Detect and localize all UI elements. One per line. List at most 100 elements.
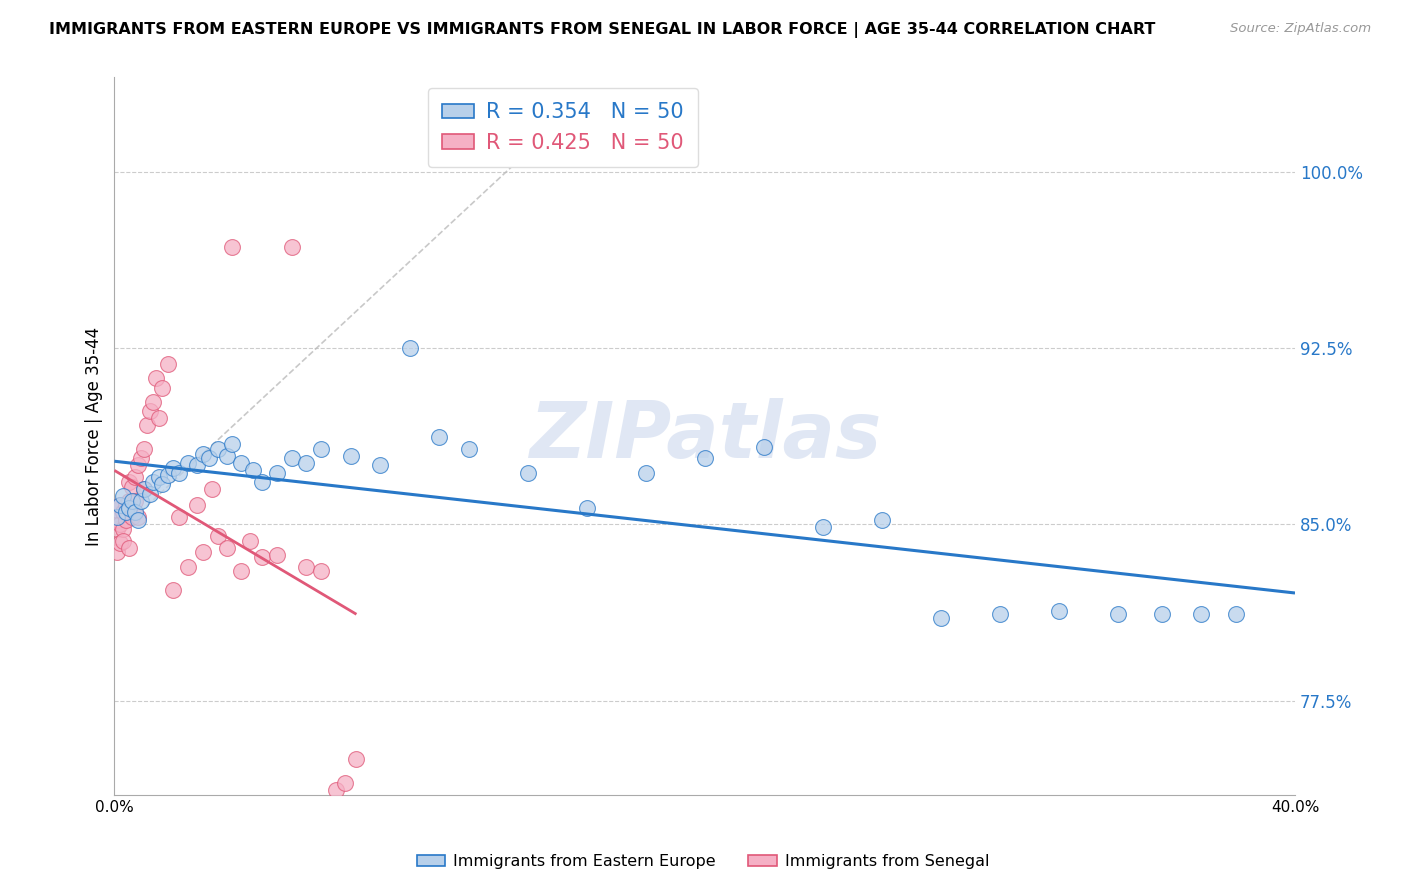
Point (145, 371, 167, 385)
Point (231, 456, 253, 470)
Point (129, 451, 152, 466)
Point (215, 449, 238, 463)
Point (115, 512, 138, 526)
Point (177, 559, 200, 574)
Point (295, 559, 318, 574)
Point (929, 611, 952, 625)
Point (105, 545, 128, 559)
Point (215, 541, 238, 555)
Point (870, 512, 893, 526)
Point (118, 493, 141, 508)
Point (105, 510, 128, 524)
Point (242, 463, 264, 477)
Point (124, 493, 146, 508)
Point (124, 506, 146, 520)
Point (156, 467, 179, 482)
Point (988, 607, 1011, 621)
Point (1152, 607, 1174, 621)
Point (295, 456, 318, 470)
Point (221, 240, 243, 254)
Y-axis label: In Labor Force | Age 35-44: In Labor Force | Age 35-44 (86, 326, 103, 546)
Point (115, 499, 138, 513)
Point (201, 482, 224, 496)
Point (127, 458, 149, 473)
Point (150, 381, 173, 395)
Point (110, 499, 132, 513)
Legend: Immigrants from Eastern Europe, Immigrants from Senegal: Immigrants from Eastern Europe, Immigran… (411, 847, 995, 875)
Point (132, 442, 155, 456)
Point (250, 550, 273, 565)
Point (105, 522, 128, 536)
Point (139, 486, 162, 500)
Point (427, 430, 450, 444)
Point (156, 357, 179, 371)
Point (186, 499, 208, 513)
Point (142, 395, 165, 409)
Point (110, 517, 132, 532)
Point (121, 510, 143, 524)
Point (118, 500, 141, 515)
Point (457, 442, 479, 456)
Point (191, 545, 214, 559)
Point (368, 458, 391, 473)
Point (191, 447, 214, 461)
Point (811, 519, 834, 533)
Point (142, 475, 165, 489)
Point (309, 564, 332, 578)
Point (105, 503, 128, 517)
Point (127, 510, 149, 524)
Text: ZIPatlas: ZIPatlas (529, 398, 880, 474)
Point (207, 529, 229, 543)
Point (121, 480, 143, 494)
Point (115, 506, 138, 520)
Point (325, 783, 347, 797)
Point (207, 442, 229, 456)
Text: Source: ZipAtlas.com: Source: ZipAtlas.com (1230, 22, 1371, 36)
Point (118, 475, 141, 489)
Point (135, 418, 157, 433)
Point (1107, 607, 1129, 621)
Text: IMMIGRANTS FROM EASTERN EUROPE VS IMMIGRANTS FROM SENEGAL IN LABOR FORCE | AGE 3: IMMIGRANTS FROM EASTERN EUROPE VS IMMIGR… (49, 22, 1156, 38)
Point (198, 451, 221, 466)
Point (339, 449, 361, 463)
Point (124, 470, 146, 484)
Point (186, 458, 208, 473)
Point (221, 437, 243, 451)
Point (112, 522, 135, 536)
Point (132, 482, 155, 496)
Point (169, 466, 191, 480)
Point (516, 466, 538, 480)
Point (148, 411, 170, 425)
Point (693, 451, 716, 466)
Point (169, 510, 191, 524)
Point (112, 506, 135, 520)
Legend: R = 0.354   N = 50, R = 0.425   N = 50: R = 0.354 N = 50, R = 0.425 N = 50 (427, 87, 699, 168)
Point (112, 533, 135, 548)
Point (110, 499, 132, 513)
Point (1047, 604, 1070, 618)
Point (752, 440, 775, 454)
Point (266, 548, 288, 562)
Point (110, 536, 132, 550)
Point (118, 541, 141, 555)
Point (139, 404, 162, 418)
Point (266, 466, 288, 480)
Point (309, 442, 332, 456)
Point (127, 512, 149, 526)
Point (239, 533, 262, 548)
Point (150, 477, 173, 491)
Point (132, 482, 155, 496)
Point (148, 470, 170, 484)
Point (121, 493, 143, 508)
Point (162, 583, 184, 598)
Point (634, 466, 657, 480)
Point (1225, 607, 1247, 621)
Point (398, 341, 420, 355)
Point (250, 475, 273, 489)
Point (333, 776, 356, 790)
Point (280, 240, 302, 254)
Point (1189, 607, 1212, 621)
Point (112, 489, 135, 503)
Point (105, 512, 128, 526)
Point (575, 500, 598, 515)
